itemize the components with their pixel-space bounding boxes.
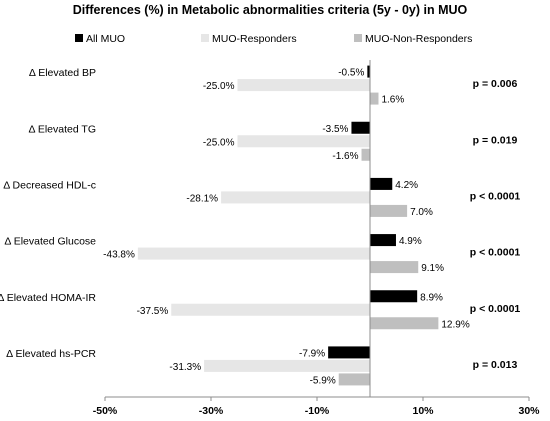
bar-value-label: -31.3%	[169, 362, 201, 373]
bar-1	[204, 359, 370, 372]
bar-value-label: -3.5%	[322, 124, 348, 135]
bars	[137, 65, 439, 386]
bar-value-label: -43.8%	[103, 250, 135, 261]
bar-value-label: 7.0%	[410, 207, 433, 218]
p-value-label: p < 0.0001	[470, 190, 521, 202]
category-label: Δ Elevated BP	[29, 67, 96, 79]
bar-value-label: 9.1%	[421, 263, 444, 274]
bar-0	[367, 65, 370, 78]
bar-value-label: -25.0%	[203, 81, 235, 92]
chart-title: Differences (%) in Metabolic abnormaliti…	[73, 3, 468, 17]
bar-0	[370, 290, 418, 303]
bar-0	[370, 177, 393, 190]
bar-value-label: 12.9%	[441, 319, 469, 330]
bar-value-label: 4.2%	[395, 180, 418, 191]
bar-1	[137, 247, 370, 260]
legend-swatch-1	[201, 34, 209, 42]
category-label: Δ Decreased HDL-c	[3, 179, 96, 191]
category-label: Δ Elevated HOMA-IR	[0, 292, 96, 304]
bar-2	[370, 261, 419, 274]
x-tick-label: 10%	[412, 405, 434, 417]
bar-value-labels: -0.5% -25.0% 1.6% -3.5% -25.0% -1.6% 4.2% -28.1…	[103, 68, 470, 387]
p-value-label: p < 0.0001	[470, 303, 521, 315]
bar-2	[370, 204, 408, 217]
bar-value-label: -5.9%	[310, 375, 336, 386]
p-value-label: p = 0.006	[473, 78, 518, 90]
legend-label-0: All MUO	[86, 33, 125, 45]
bar-2	[370, 92, 379, 105]
category-label: Δ Elevated Glucose	[4, 236, 96, 248]
p-value-label: p < 0.0001	[470, 247, 521, 259]
x-tick-label: -10%	[305, 405, 330, 417]
legend-label-2: MUO-Non-Responders	[365, 33, 472, 45]
bar-1	[237, 135, 370, 148]
category-label: Δ Elevated hs-PCR	[6, 348, 96, 360]
legend-label-1: MUO-Responders	[212, 33, 297, 45]
legend: All MUO MUO-Responders MUO-Non-Responders	[75, 33, 472, 45]
x-tick-label: 30%	[518, 405, 540, 417]
bar-0	[351, 121, 370, 134]
bar-2	[361, 148, 370, 161]
bar-1	[171, 303, 370, 316]
bar-value-label: -1.6%	[332, 151, 358, 162]
bar-value-label: -28.1%	[186, 193, 218, 204]
bar-1	[237, 79, 370, 92]
bar-1	[221, 191, 370, 204]
x-tick-label: -50%	[93, 405, 118, 417]
x-axis: -50% -30% -10% 10% 30%	[93, 60, 540, 417]
p-value-label: p = 0.019	[473, 134, 518, 146]
bar-value-label: 4.9%	[399, 236, 422, 247]
legend-swatch-0	[75, 34, 83, 42]
bar-value-label: -7.9%	[299, 348, 325, 359]
bar-2	[338, 373, 370, 386]
x-tick-label: -30%	[199, 405, 224, 417]
bar-0	[370, 234, 396, 247]
legend-swatch-2	[354, 34, 362, 42]
bar-value-label: -37.5%	[137, 306, 169, 317]
p-value-labels: p = 0.006 p = 0.019 p < 0.0001 p < 0.0001 p …	[470, 78, 521, 371]
category-labels: Δ Elevated BP Δ Elevated TG Δ Decreased HD…	[0, 67, 96, 360]
bar-value-label: 8.9%	[420, 292, 443, 303]
bar-2	[370, 317, 439, 330]
bar-value-label: -25.0%	[203, 137, 235, 148]
p-value-label: p = 0.013	[473, 359, 518, 371]
bar-0	[328, 346, 370, 359]
category-label: Δ Elevated TG	[28, 123, 96, 135]
bar-value-label: 1.6%	[381, 95, 404, 106]
bar-value-label: -0.5%	[338, 68, 364, 79]
